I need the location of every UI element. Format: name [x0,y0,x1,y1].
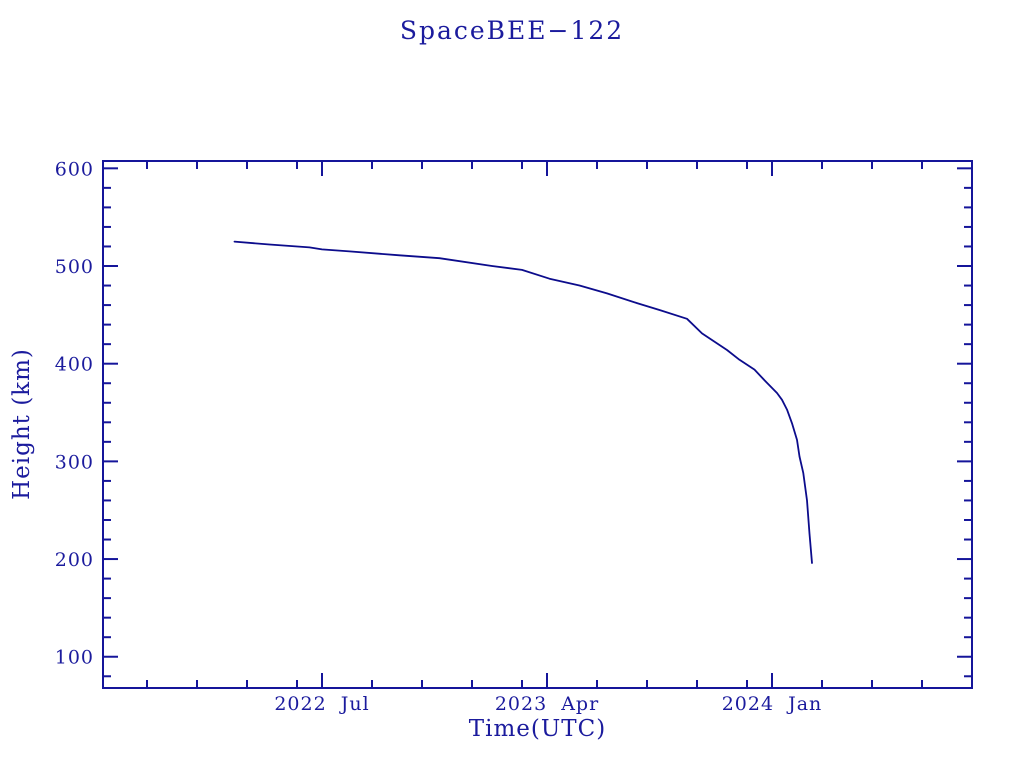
chart-title: SpaceBEE−122 [399,16,625,45]
x-tick-label: 2024 Jan [722,693,823,715]
y-tick-label: 300 [55,451,94,473]
y-tick-label: 400 [55,354,94,376]
plot-frame [102,160,973,689]
x-tick-label: 2022 Jul [274,693,369,715]
x-tick-label: 2023 Apr [495,693,599,715]
y-tick-label: 500 [55,256,94,278]
decay-curve [233,240,813,564]
y-tick-label: 200 [55,549,94,571]
y-tick-label: 100 [55,647,94,669]
x-axis-title: Time(UTC) [468,716,607,742]
y-tick-label: 600 [55,158,94,180]
